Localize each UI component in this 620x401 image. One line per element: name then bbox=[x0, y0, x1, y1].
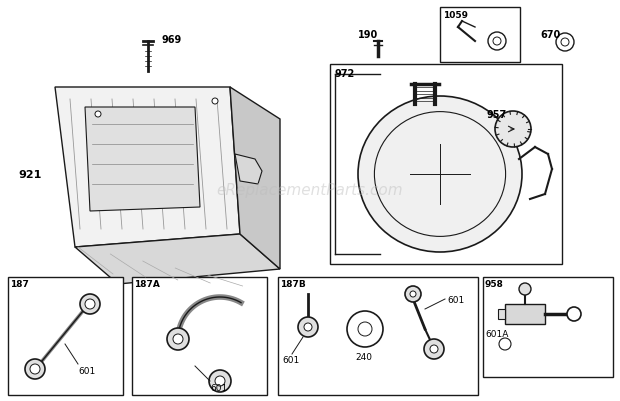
Text: 1059: 1059 bbox=[443, 11, 468, 20]
Circle shape bbox=[80, 294, 100, 314]
Circle shape bbox=[304, 323, 312, 331]
Circle shape bbox=[25, 359, 45, 379]
Polygon shape bbox=[235, 155, 262, 184]
Text: 240: 240 bbox=[355, 352, 372, 361]
Polygon shape bbox=[75, 235, 280, 284]
Text: eReplacementParts.com: eReplacementParts.com bbox=[216, 183, 404, 198]
Circle shape bbox=[495, 112, 531, 148]
Text: 187B: 187B bbox=[280, 279, 306, 288]
Circle shape bbox=[410, 291, 416, 297]
Circle shape bbox=[358, 322, 372, 336]
Circle shape bbox=[85, 299, 95, 309]
Text: 601: 601 bbox=[210, 383, 228, 392]
Text: 969: 969 bbox=[162, 35, 182, 45]
Circle shape bbox=[212, 99, 218, 105]
Text: 601: 601 bbox=[78, 366, 95, 375]
Text: 190: 190 bbox=[358, 30, 378, 40]
Circle shape bbox=[30, 364, 40, 374]
Circle shape bbox=[424, 339, 444, 359]
Circle shape bbox=[167, 328, 189, 350]
Text: 601A: 601A bbox=[485, 329, 508, 338]
Bar bbox=[330, 65, 562, 264]
Circle shape bbox=[95, 112, 101, 118]
Bar bbox=[8, 277, 123, 395]
Text: 601: 601 bbox=[447, 295, 464, 304]
Text: 601: 601 bbox=[282, 355, 299, 364]
Text: 972: 972 bbox=[335, 69, 355, 79]
Polygon shape bbox=[505, 304, 545, 324]
Circle shape bbox=[209, 370, 231, 392]
Circle shape bbox=[215, 376, 225, 386]
Circle shape bbox=[347, 311, 383, 347]
Text: 670: 670 bbox=[540, 30, 560, 40]
Circle shape bbox=[430, 345, 438, 353]
Bar bbox=[440, 8, 520, 63]
Circle shape bbox=[405, 286, 421, 302]
Bar bbox=[278, 277, 478, 395]
Circle shape bbox=[493, 38, 501, 46]
Circle shape bbox=[561, 39, 569, 47]
Polygon shape bbox=[230, 88, 280, 269]
Circle shape bbox=[488, 33, 506, 51]
Text: 921: 921 bbox=[18, 170, 42, 180]
Text: 957: 957 bbox=[487, 110, 507, 120]
Text: 958: 958 bbox=[485, 279, 504, 288]
Text: 187: 187 bbox=[10, 279, 29, 288]
Circle shape bbox=[556, 34, 574, 52]
Ellipse shape bbox=[358, 97, 522, 252]
Circle shape bbox=[499, 338, 511, 350]
Circle shape bbox=[519, 283, 531, 295]
Bar bbox=[483, 277, 613, 377]
Circle shape bbox=[567, 307, 581, 321]
Circle shape bbox=[298, 317, 318, 337]
Polygon shape bbox=[85, 108, 200, 211]
Bar bbox=[132, 277, 267, 395]
Text: 187A: 187A bbox=[134, 279, 160, 288]
Polygon shape bbox=[498, 309, 505, 319]
Polygon shape bbox=[55, 88, 240, 247]
Circle shape bbox=[173, 334, 183, 344]
